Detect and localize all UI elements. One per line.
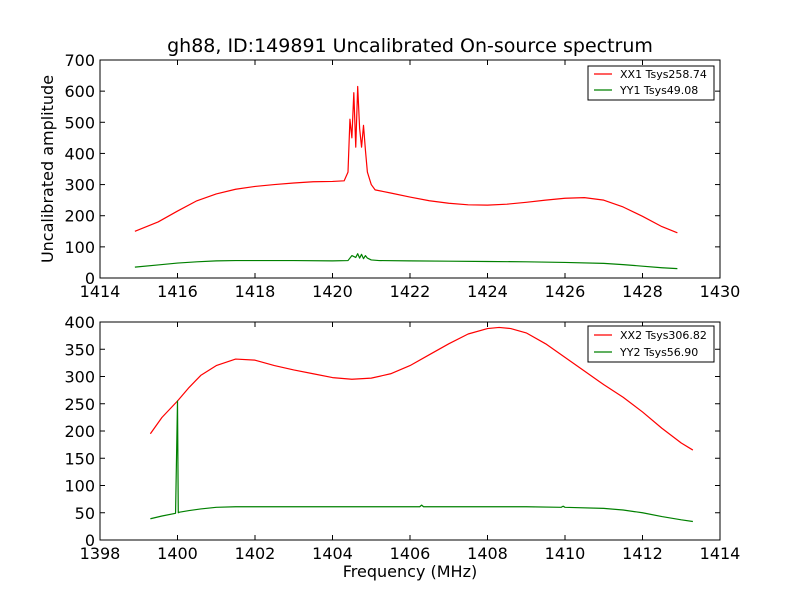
legend-label-xx2: XX2 Tsys306.82	[620, 329, 707, 342]
bottom-spectrum-panel: Frequency (MHz) 1398 1400 1402 1404 1406 1408…	[64, 313, 740, 581]
x-tick-label: 1398	[80, 544, 121, 563]
y-tick-label: 250	[64, 395, 95, 414]
x-tick-label: 1414	[80, 282, 121, 301]
x-tick-label: 1428	[622, 282, 663, 301]
x-tick-label: 1404	[312, 544, 353, 563]
y-tick-label: 600	[64, 82, 95, 101]
y-tick-label: 700	[64, 51, 95, 70]
y-tick-label: 50	[75, 504, 95, 523]
y-tick-label: 0	[85, 269, 95, 288]
x-tick-label: 1420	[312, 282, 353, 301]
y-tick-label: 100	[64, 238, 95, 257]
x-tick-label: 1412	[622, 544, 663, 563]
y-axis-label: Uncalibrated amplitude	[38, 75, 57, 263]
top-plot-area: 1414 1416 1418 1420 1422 1424 1426 1428 1430 0 100…	[64, 51, 740, 301]
x-tick-label: 1418	[235, 282, 276, 301]
y-tick-label: 300	[64, 176, 95, 195]
x-axis-label: Frequency (MHz)	[343, 562, 477, 581]
legend-label-yy1: YY1 Tsys49.08	[619, 84, 698, 97]
x-tick-label: 1408	[467, 544, 508, 563]
x-tick-label: 1406	[390, 544, 431, 563]
bottom-plot-area: 1398 1400 1402 1404 1406 1408 1410 1412 1414 0 50 1…	[64, 313, 740, 563]
x-tick-label: 1414	[700, 544, 741, 563]
legend-label-xx1: XX1 Tsys258.74	[620, 68, 707, 81]
x-tick-label: 1426	[545, 282, 586, 301]
y-tick-label: 350	[64, 340, 95, 359]
top-legend: XX1 Tsys258.74 YY1 Tsys49.08	[587, 65, 715, 101]
y-tick-label: 400	[64, 313, 95, 332]
x-tick-label: 1410	[545, 544, 586, 563]
x-tick-label: 1422	[390, 282, 431, 301]
y-tick-label: 100	[64, 477, 95, 496]
x-tick-label: 1430	[700, 282, 741, 301]
y-tick-label: 500	[64, 113, 95, 132]
y-tick-label: 200	[64, 207, 95, 226]
series-line-yy1	[134, 253, 678, 270]
y-tick-label: 400	[64, 144, 95, 163]
bottom-legend: XX2 Tsys306.82 YY2 Tsys56.90	[587, 325, 715, 363]
chart-title: gh88, ID:149891 Uncalibrated On-source s…	[167, 35, 653, 57]
x-tick-label: 1416	[157, 282, 198, 301]
y-tick-label: 300	[64, 368, 95, 387]
top-spectrum-panel: gh88, ID:149891 Uncalibrated On-source s…	[38, 35, 740, 301]
y-tick-label: 200	[64, 422, 95, 441]
series-line-xx1	[134, 85, 678, 234]
legend-box	[587, 65, 715, 101]
legend-box	[587, 325, 715, 363]
y-tick-label: 150	[64, 449, 95, 468]
series-line-xx2	[149, 326, 694, 451]
series-line-yy2	[150, 400, 693, 523]
x-tick-label: 1402	[235, 544, 276, 563]
legend-label-yy2: YY2 Tsys56.90	[619, 346, 698, 359]
x-tick-label: 1424	[467, 282, 508, 301]
y-tick-label: 0	[85, 531, 95, 550]
x-tick-label: 1400	[157, 544, 198, 563]
